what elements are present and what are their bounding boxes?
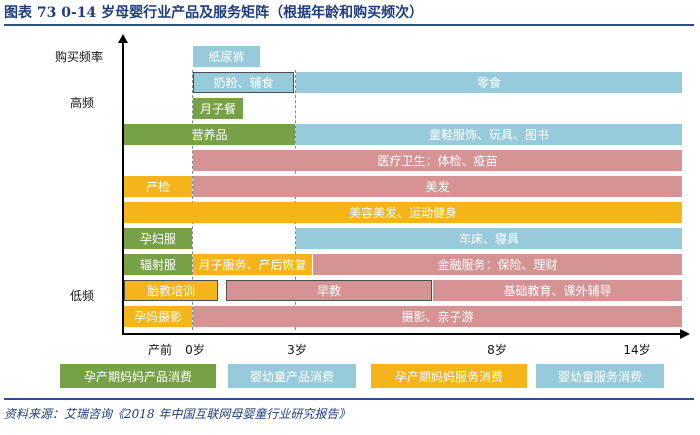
bar-nutrition: 营养品 — [124, 124, 295, 145]
bar-haircut: 美发 — [193, 176, 682, 197]
y-axis-label: 购买频率 — [55, 50, 104, 64]
x-tick-prenatal: 产前 — [147, 343, 173, 357]
x-tick-age-3: 3岁 — [287, 343, 307, 357]
legend-child-products: 婴幼童产品消费 — [228, 364, 356, 388]
y-axis-low-label: 低频 — [70, 289, 95, 303]
bar-confinement-meals: 月子餐 — [193, 98, 243, 119]
bar-early-education: 早教 — [226, 280, 432, 301]
bar-prenatal-education: 胎教培训 — [124, 280, 218, 301]
bar-kids-apparel-toys-books: 童鞋服饰、玩具、图书 — [296, 124, 682, 145]
bar-maternity-wear: 孕妇服 — [124, 228, 192, 249]
bar-formula-food: 奶粉、辅食 — [193, 72, 294, 93]
bar-diapers: 纸尿裤 — [193, 46, 260, 67]
bar-beauty-fitness: 美容美发、运动健身 — [124, 202, 682, 223]
age-divider-0 — [192, 70, 193, 330]
legend-maternal-services: 孕产期妈妈服务消费 — [371, 364, 527, 388]
bar-basic-education: 基础教育、课外辅导 — [433, 280, 682, 301]
legend-child-services: 婴幼童服务消费 — [536, 364, 664, 388]
y-axis-arrow-icon — [118, 34, 128, 43]
bar-medical: 医疗卫生：体检、疫苗 — [193, 150, 682, 171]
bar-photo-family-travel: 摄影、亲子游 — [193, 306, 682, 327]
x-tick-age-14: 14岁 — [623, 343, 651, 357]
bar-postpartum-services: 月子服务、产后恢复 — [193, 254, 312, 275]
x-tick-age-8: 8岁 — [487, 343, 507, 357]
bar-maternity-photo: 孕妈摄影 — [124, 306, 192, 327]
x-axis-arrow-icon — [680, 329, 690, 339]
bar-strollers-bedding: 车床、寝具 — [296, 228, 682, 249]
y-axis-high-label: 高频 — [70, 96, 95, 110]
footnote-rule — [4, 398, 694, 400]
bar-radiation-wear: 辐射服 — [124, 254, 192, 275]
bar-financial-services: 金融服务：保险、理财 — [313, 254, 682, 275]
source-footnote: 资料来源：艾瑞咨询《2018 年中国互联网母婴童行业研究报告》 — [4, 407, 351, 421]
legend-maternal-products: 孕产期妈妈产品消费 — [60, 364, 216, 388]
x-tick-age-0: 0岁 — [185, 343, 205, 357]
y-axis-line — [122, 40, 124, 335]
title-rule — [4, 24, 694, 26]
figure-title: 图表 73 0-14 岁母婴行业产品及服务矩阵（根据年龄和购买频次） — [4, 5, 424, 21]
age-divider-3 — [295, 70, 296, 330]
x-axis-line — [122, 333, 682, 335]
bar-snacks: 零食 — [296, 72, 682, 93]
bar-prenatal-checkup: 产检 — [124, 176, 192, 197]
